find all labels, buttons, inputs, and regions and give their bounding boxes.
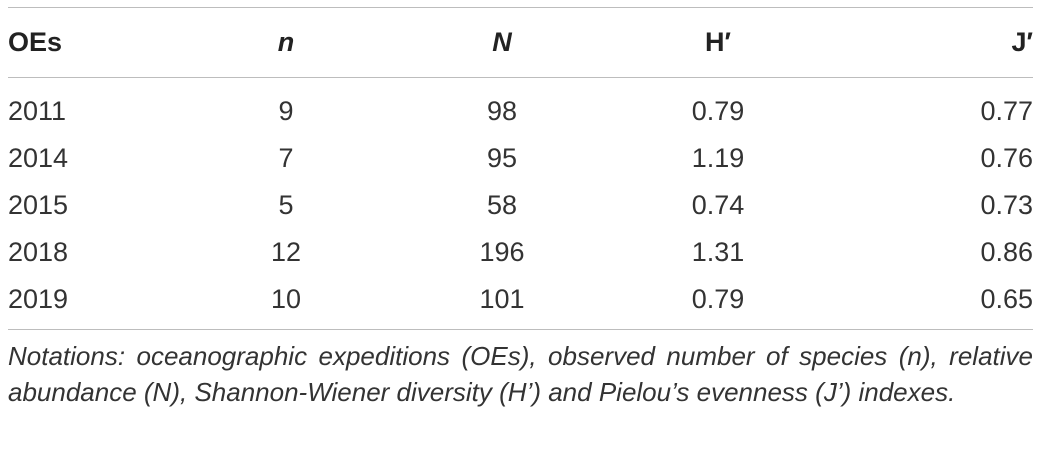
table-row: 2011 9 98 0.79 0.77 (8, 78, 1033, 136)
cell-n: 7 (278, 143, 294, 173)
cell-n: 12 (270, 237, 302, 267)
header-pielou-evenness: J′ (826, 8, 1033, 78)
cell-shannon: 0.79 (610, 276, 826, 330)
header-row: OEs n N H′ J′ (8, 8, 1033, 78)
cell-oes: 2019 (8, 276, 178, 330)
cell-shannon: 0.79 (691, 96, 745, 126)
cell-abundance: 95 (486, 143, 518, 173)
cell-abundance: 58 (486, 190, 518, 220)
cell-pielou: 0.76 (980, 143, 1033, 173)
cell-pielou: 0.65 (826, 276, 1033, 330)
cell-pielou: 0.77 (980, 96, 1033, 126)
cell-shannon: 1.31 (691, 237, 745, 267)
cell-pielou: 0.73 (980, 190, 1033, 220)
header-species-count: n (178, 8, 394, 78)
cell-oes: 2014 (8, 143, 69, 173)
cell-n: 5 (278, 190, 294, 220)
cell-n: 10 (178, 276, 394, 330)
top-rule (8, 7, 1033, 8)
cell-abundance: 98 (486, 96, 518, 126)
cell-pielou: 0.86 (980, 237, 1033, 267)
table-row: 2018 12 196 1.31 0.86 (8, 229, 1033, 276)
cell-abundance: 196 (479, 237, 525, 267)
cell-shannon: 1.19 (691, 143, 745, 173)
cell-abundance: 101 (394, 276, 610, 330)
header-oes: OEs (8, 8, 178, 78)
cell-shannon: 0.74 (691, 190, 745, 220)
data-table-container: OEs n N H′ J′ 2011 9 98 0.79 0.77 2014 7… (8, 7, 1033, 410)
cell-oes: 2015 (8, 190, 69, 220)
cell-oes: 2018 (8, 237, 69, 267)
table-row: 2014 7 95 1.19 0.76 (8, 135, 1033, 182)
table-footnote: Notations: oceanographic expeditions (OE… (8, 341, 1033, 407)
data-table: OEs n N H′ J′ 2011 9 98 0.79 0.77 2014 7… (8, 8, 1033, 330)
header-abundance: N (394, 8, 610, 78)
cell-n: 9 (278, 96, 294, 126)
cell-oes: 2011 (8, 96, 67, 126)
table-row: 2019 10 101 0.79 0.65 (8, 276, 1033, 330)
header-shannon-diversity: H′ (610, 8, 826, 78)
table-row: 2015 5 58 0.74 0.73 (8, 182, 1033, 229)
